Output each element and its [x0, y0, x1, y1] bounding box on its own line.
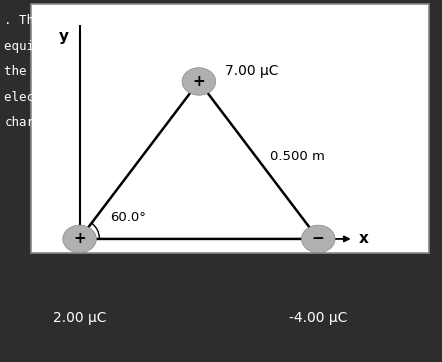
Text: 60.0°: 60.0° — [110, 211, 146, 224]
Text: the figure. Find the magnitude and direction of the net: the figure. Find the magnitude and direc… — [4, 65, 417, 78]
Circle shape — [301, 225, 335, 253]
Text: charge.: charge. — [4, 116, 57, 129]
Text: x: x — [359, 231, 369, 247]
Text: -4.00 μC: -4.00 μC — [289, 311, 347, 325]
Circle shape — [182, 68, 216, 95]
Text: . Three point charges are located at the corners of an: . Three point charges are located at the… — [4, 14, 409, 28]
Text: −: − — [312, 231, 324, 247]
Text: equilateral           triangle          an           in: equilateral triangle an in — [4, 40, 417, 53]
Text: y: y — [58, 29, 69, 44]
Text: electric        force        on        the     7     μC: electric force on the 7 μC — [4, 90, 417, 104]
Circle shape — [63, 225, 96, 253]
Text: +: + — [73, 231, 86, 247]
Bar — [31, 4, 429, 253]
Text: 7.00 μC: 7.00 μC — [225, 64, 279, 77]
Text: 0.500 m: 0.500 m — [270, 150, 324, 163]
Text: 2.00 μC: 2.00 μC — [53, 311, 107, 325]
Text: +: + — [193, 74, 205, 89]
